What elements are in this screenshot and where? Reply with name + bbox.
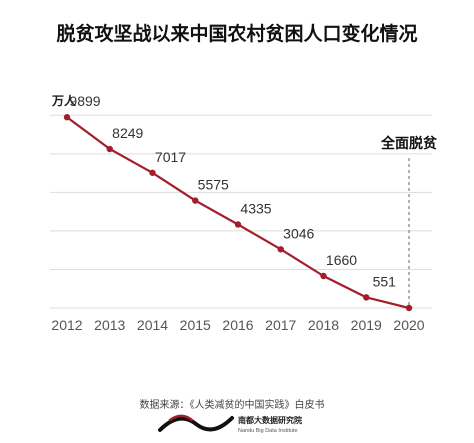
logo-name-cn: 南都大数据研究院 bbox=[238, 415, 302, 425]
x-tick-label: 2015 bbox=[180, 317, 211, 333]
data-point bbox=[63, 114, 71, 121]
data-point bbox=[277, 246, 284, 253]
annotation-label: 全面脱贫 bbox=[380, 135, 438, 152]
data-point-layer bbox=[63, 114, 413, 312]
data-label-layer: 9899 8249 7017 5575 4335 3046 1660 551 bbox=[69, 93, 396, 289]
data-label: 7017 bbox=[155, 149, 186, 165]
data-point bbox=[192, 197, 199, 204]
x-tick-label: 2017 bbox=[265, 317, 296, 333]
x-tick-label: 2014 bbox=[137, 317, 168, 333]
x-tick-label: 2018 bbox=[308, 317, 339, 333]
data-point bbox=[106, 145, 113, 153]
data-point bbox=[363, 294, 370, 301]
x-tick-label: 2012 bbox=[51, 317, 82, 333]
data-label: 551 bbox=[373, 273, 397, 289]
nandu-wave-logo bbox=[158, 414, 234, 432]
data-point bbox=[234, 221, 242, 228]
x-tick-label: 2019 bbox=[351, 317, 382, 333]
data-label: 1660 bbox=[326, 252, 357, 268]
data-label: 8249 bbox=[112, 125, 143, 141]
data-label: 9899 bbox=[69, 93, 100, 109]
annotation-layer: 全面脱贫 bbox=[380, 135, 438, 308]
x-tick-label: 2020 bbox=[393, 317, 424, 333]
y-axis-unit-label: 万人 bbox=[51, 93, 77, 108]
data-label: 3046 bbox=[283, 225, 314, 241]
series-line-layer bbox=[66, 116, 410, 310]
grid bbox=[50, 114, 432, 309]
x-tick-label: 2016 bbox=[222, 317, 253, 333]
x-tick-layer: 2012 2013 2014 2015 2016 2017 2018 2019 2020 bbox=[51, 317, 424, 333]
data-label: 5575 bbox=[198, 177, 229, 193]
logo-name-en: Nandu Big Data Institute bbox=[238, 428, 298, 434]
data-point bbox=[405, 304, 413, 312]
x-tick-label: 2013 bbox=[94, 317, 125, 333]
series-line bbox=[66, 116, 410, 310]
data-point bbox=[149, 169, 156, 176]
data-label: 4335 bbox=[240, 200, 271, 216]
chart-title: 脱贫攻坚战以来中国农村贫困人口变化情况 bbox=[56, 22, 417, 45]
data-point bbox=[320, 272, 327, 280]
source-note: 数据来源：《人类减贫的中国实践》白皮书 bbox=[140, 398, 325, 411]
